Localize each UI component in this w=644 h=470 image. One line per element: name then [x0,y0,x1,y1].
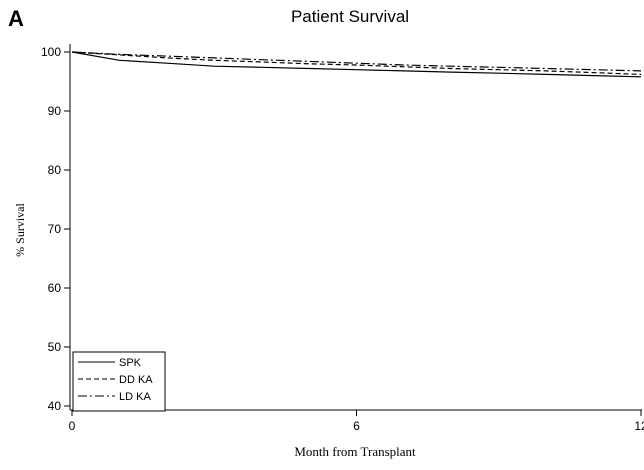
x-axis-label: Month from Transplant [294,444,416,459]
y-tick-label: 60 [48,281,62,295]
x-tick-label: 12 [634,419,644,433]
series-line [71,51,642,72]
y-tick-label: 70 [48,222,62,236]
series-line [71,51,642,78]
y-tick-label: 90 [48,104,62,118]
legend-label: LD KA [119,391,151,403]
y-tick-label: 100 [41,45,61,59]
x-tick-label: 6 [353,419,360,433]
y-tick-label: 40 [48,399,62,413]
series-line [71,51,642,75]
legend-label: DD KA [119,374,153,386]
y-axis-label: % Survival [13,203,27,257]
legend-label: SPK [119,357,142,369]
y-tick-label: 80 [48,163,62,177]
panel-label: A [8,6,24,31]
x-tick-label: 0 [69,419,76,433]
chart-title: Patient Survival [291,7,409,26]
y-tick-label: 50 [48,340,62,354]
